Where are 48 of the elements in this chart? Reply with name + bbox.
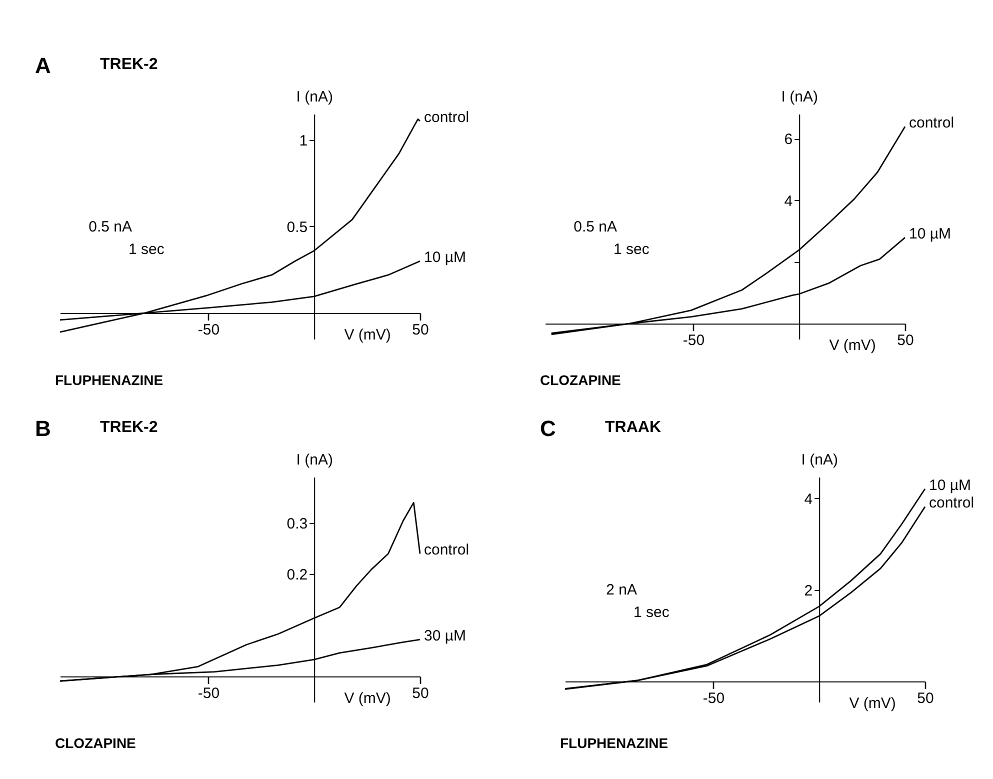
annotation: 2 nA	[606, 582, 637, 598]
y-axis-title: I (nA)	[296, 88, 333, 106]
chart-subtitle: TREK-2	[100, 56, 158, 73]
x-tick-label: -50	[682, 332, 705, 350]
x-axis-title: V (mV)	[344, 326, 391, 344]
y-tick-label: 4	[804, 490, 813, 508]
chart-title: A	[35, 53, 51, 78]
y-tick-label: 4	[784, 192, 793, 210]
series-label: control	[929, 494, 974, 512]
x-axis-title: V (mV)	[849, 694, 896, 712]
chart-subtitle: TRAAK	[605, 419, 662, 436]
chart-title: B	[35, 416, 51, 441]
annotation: 1 sec	[633, 604, 670, 621]
series-label: control	[909, 114, 954, 132]
y-tick-label: 6	[784, 131, 793, 148]
series-label: 10 µM	[424, 249, 466, 266]
series-label: control	[424, 542, 470, 559]
y-tick-label: 0.5	[286, 219, 308, 236]
text: FLUPHENAZINE	[560, 735, 668, 751]
y-tick-label: 0.2	[286, 566, 308, 584]
annotation: 1 sec	[128, 241, 165, 258]
annotation: 1 sec	[613, 241, 650, 258]
y-tick-label: 0.3	[286, 516, 308, 533]
x-axis-title: V (mV)	[829, 337, 876, 354]
series-label: 10 µM	[929, 476, 971, 494]
x-tick-label: 50	[412, 684, 429, 702]
y-tick-label: 1	[299, 132, 308, 150]
chart-title: C	[540, 416, 556, 441]
y-axis-title: I (nA)	[296, 452, 333, 468]
series-label: control	[424, 108, 470, 126]
chart-subtitle: TREK-2	[100, 419, 158, 436]
x-tick-label: -50	[198, 322, 220, 339]
annotation: 0.5 nA	[574, 218, 617, 236]
x-tick-label: 50	[897, 332, 914, 350]
x-tick-label: 50	[917, 690, 934, 707]
y-axis-title: I (nA)	[801, 452, 838, 468]
text: CLOZAPINE	[540, 372, 621, 388]
series-label: 30 µM	[424, 628, 466, 645]
text: CLOZAPINE	[55, 735, 136, 751]
y-axis-title: I (nA)	[781, 88, 818, 106]
annotation: 0.5 nA	[88, 218, 132, 236]
text: FLUPHENAZINE	[55, 372, 164, 388]
x-tick-label: -50	[198, 684, 220, 702]
series-label: 10 µM	[909, 226, 951, 243]
x-axis-title: V (mV)	[344, 690, 391, 707]
x-tick-label: 50	[412, 322, 429, 339]
x-tick-label: -50	[702, 690, 725, 707]
y-tick-label: 2	[804, 582, 813, 600]
